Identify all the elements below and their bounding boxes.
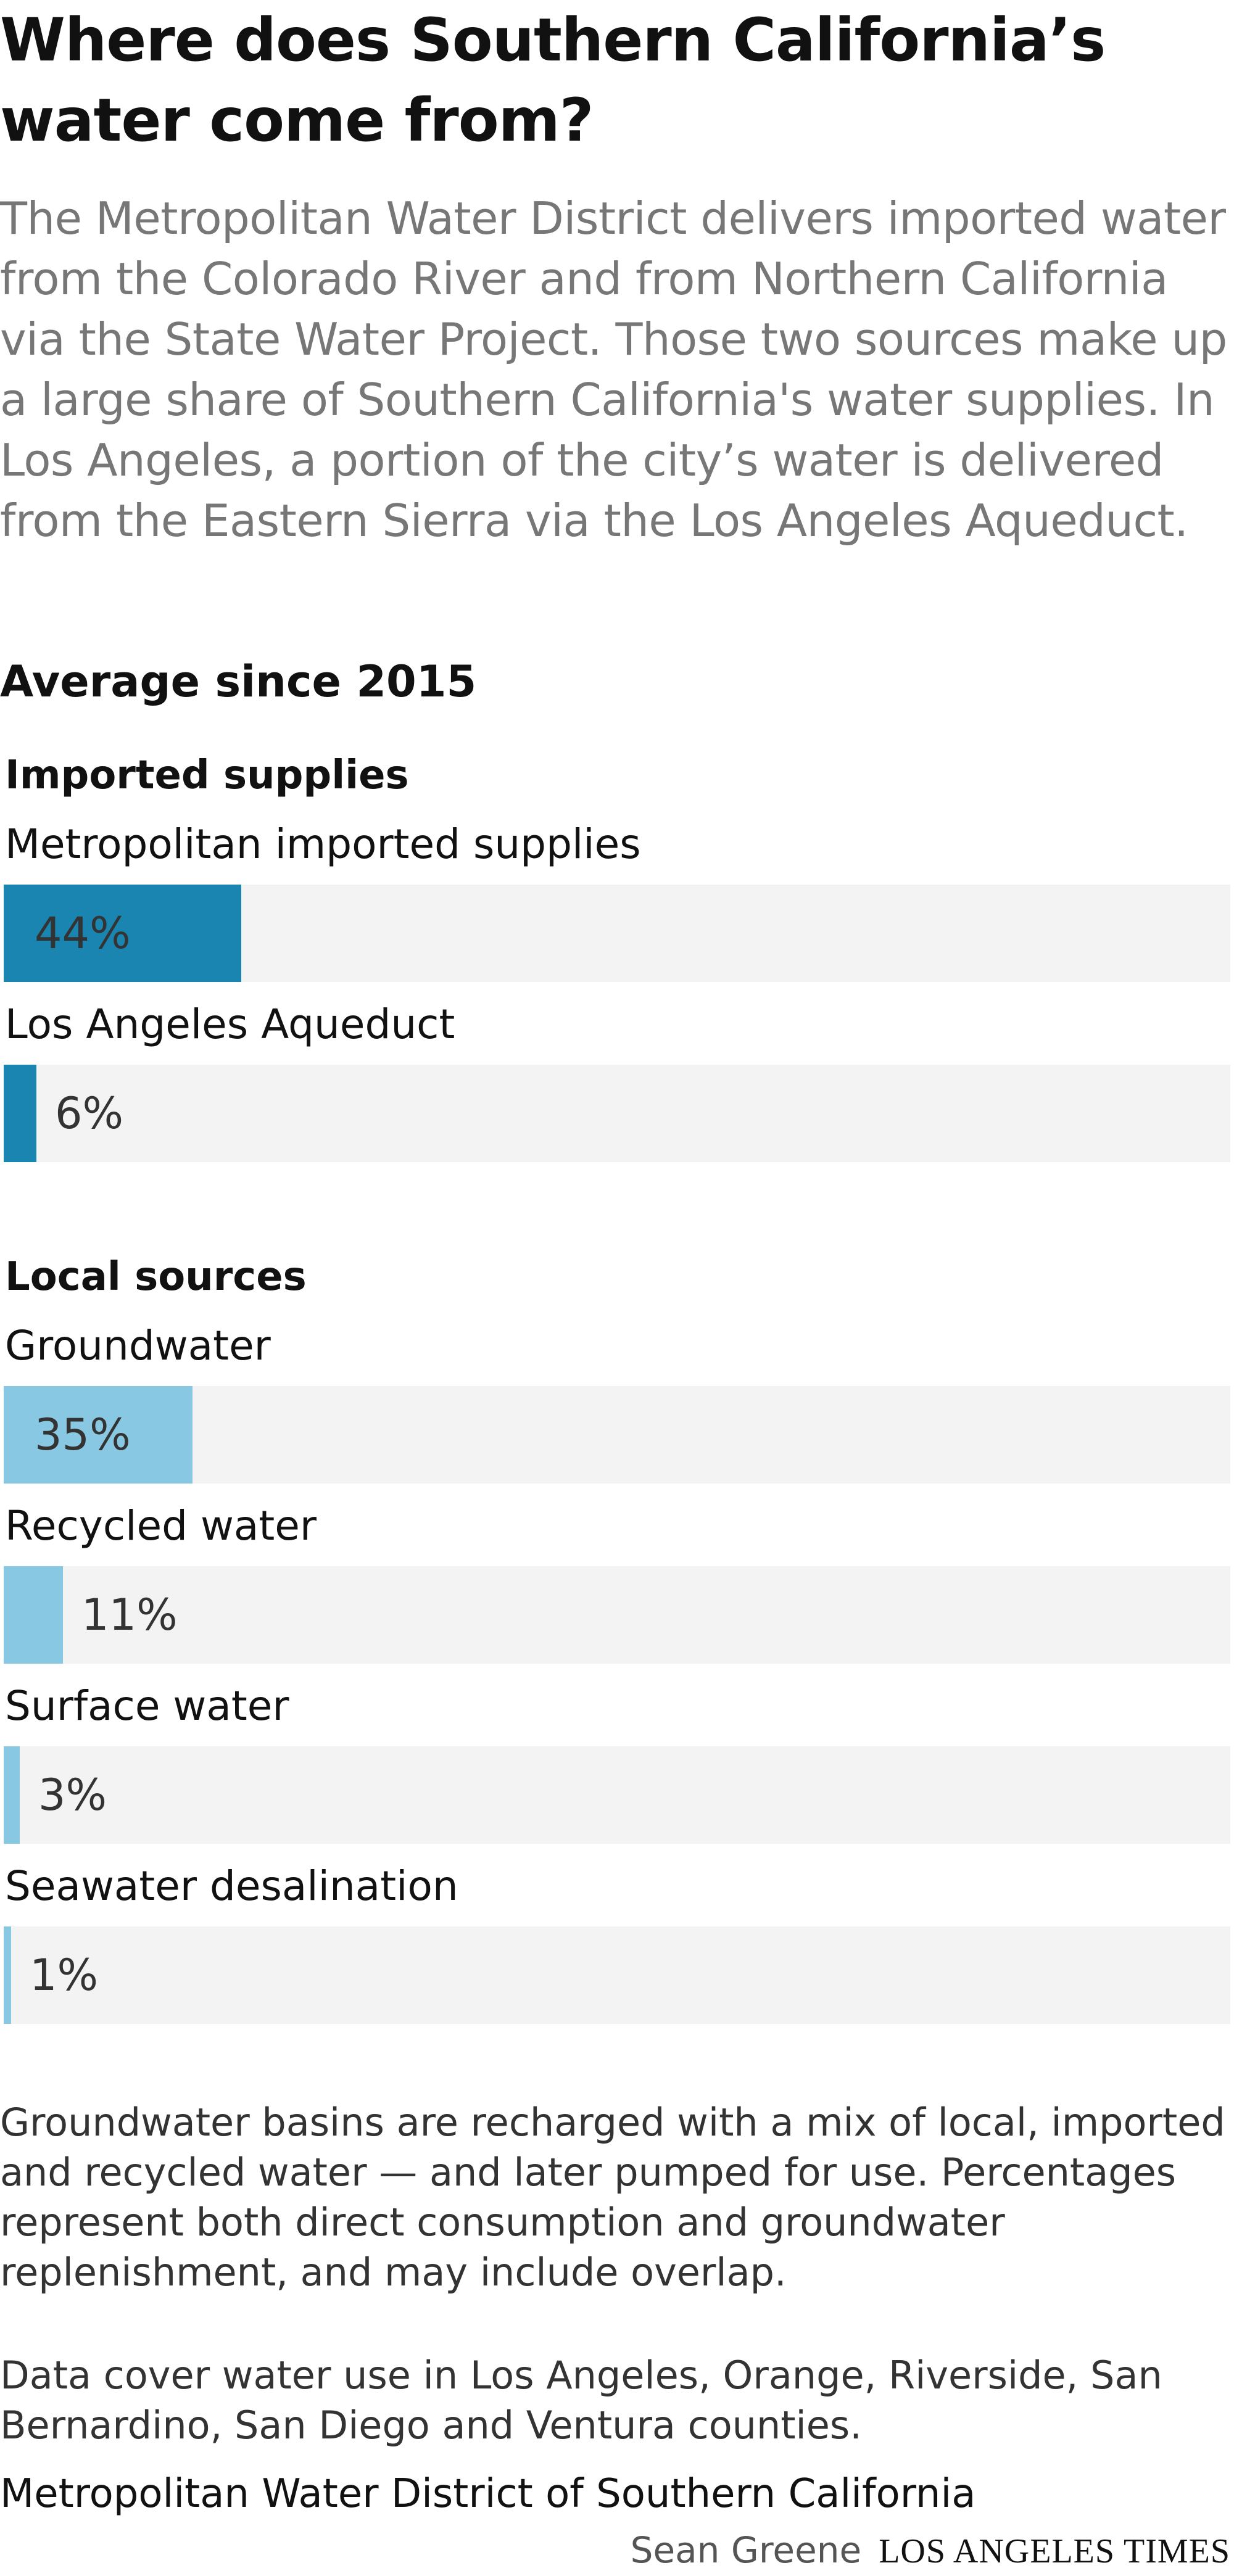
bar (4, 1926, 11, 2024)
chart-title: Average since 2015 (0, 651, 476, 712)
bar (4, 1065, 36, 1162)
bar-value-label: 6% (55, 1065, 123, 1162)
bar-track: 3% (4, 1746, 1230, 1844)
bar-track: 1% (4, 1926, 1230, 2024)
bar-value-label: 3% (38, 1746, 107, 1844)
bar-value-label: 11% (81, 1566, 178, 1664)
bar-value-label: 1% (30, 1926, 98, 2024)
chart-headline: Where does Southern California’s water c… (0, 0, 1209, 160)
group-heading: Local sources (5, 1249, 307, 1305)
note-groundwater: Groundwater basins are recharged with a … (0, 2097, 1228, 2297)
bar-label: Metropolitan imported supplies (5, 817, 641, 872)
bar-label: Recycled water (5, 1498, 317, 1554)
bar (4, 1566, 63, 1664)
bar-track: 11% (4, 1566, 1230, 1664)
bar (4, 1746, 20, 1844)
bar-label: Groundwater (5, 1318, 271, 1374)
note-coverage: Data cover water use in Los Angeles, Ora… (0, 2350, 1228, 2450)
bar-label: Seawater desalination (5, 1859, 458, 1914)
publication-logo: LOS ANGELES TIMES (879, 2532, 1230, 2570)
credit-line: Sean Greene LOS ANGELES TIMES (631, 2525, 1230, 2575)
bar-label: Los Angeles Aqueduct (5, 997, 455, 1052)
bar-track: 6% (4, 1065, 1230, 1162)
bar-track: 44% (4, 885, 1230, 982)
bar-label: Surface water (5, 1678, 289, 1734)
bar-track: 35% (4, 1386, 1230, 1484)
chart-intro: The Metropolitan Water District delivers… (0, 188, 1228, 551)
byline: Sean Greene (631, 2529, 862, 2571)
source-credit: Metropolitan Water District of Southern … (0, 2466, 975, 2522)
bar-value-label: 35% (35, 1386, 131, 1484)
group-heading: Imported supplies (5, 748, 409, 803)
bar-value-label: 44% (35, 885, 131, 982)
